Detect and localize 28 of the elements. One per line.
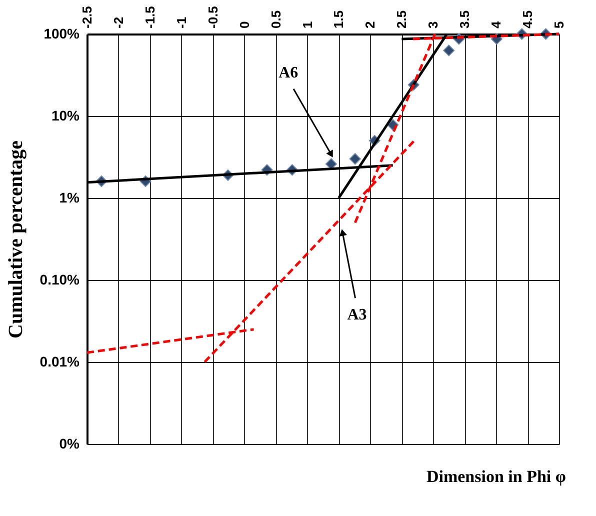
x-tick-label: -1 [174, 16, 189, 28]
y-tick-label: 0.10% [40, 272, 80, 288]
y-axis-title: Cumulative percentage [4, 140, 27, 338]
x-tick-label: 1.5 [331, 10, 346, 28]
x-tick-label: 3 [426, 21, 441, 28]
y-tick-label: 0.01% [40, 354, 80, 370]
x-tick-label: 4.5 [520, 10, 536, 28]
y-tick-label: 1% [59, 190, 80, 206]
x-axis-title: Dimension in Phi φ [426, 467, 566, 486]
point [443, 44, 455, 56]
y-tick-label: 0% [59, 436, 80, 452]
x-tick-label: -2.5 [80, 6, 94, 28]
x-tick-label: 3.5 [457, 10, 472, 28]
y-tick-label: 100% [44, 26, 80, 42]
x-tick-label: -0.5 [205, 6, 220, 28]
x-tick-label: 5 [552, 21, 566, 28]
x-tick-label: 1 [300, 21, 315, 28]
annotation: A6 [278, 64, 298, 82]
x-tick-label: 4 [488, 20, 504, 28]
x-tick-label: 2 [362, 21, 378, 28]
annotation: A3 [347, 306, 367, 324]
x-tick-label: -1.5 [142, 6, 158, 28]
x-tick-label: 2.5 [394, 10, 410, 28]
y-tick-label: 10% [51, 108, 80, 124]
point [349, 153, 361, 165]
x-tick-label: 0.5 [268, 10, 284, 28]
x-tick-label: -2 [110, 16, 126, 28]
x-tick-label: 0 [236, 21, 252, 28]
